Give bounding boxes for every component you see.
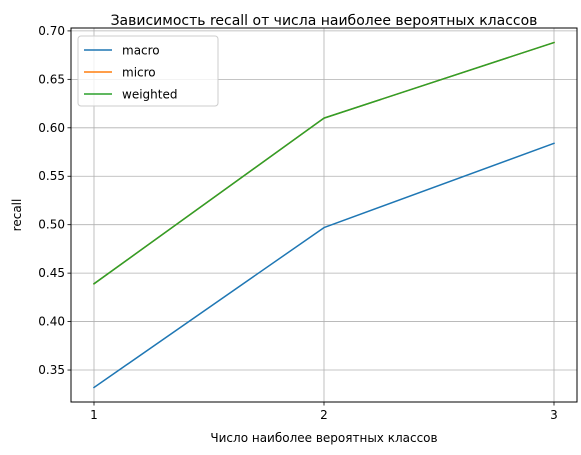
legend: macro micro weighted <box>77 35 219 107</box>
series-line-weighted <box>92 41 555 285</box>
x-tick-label: 2 <box>320 408 328 422</box>
y-tick-label: 0.55 <box>38 169 65 183</box>
legend-label-micro: micro <box>122 66 156 80</box>
y-axis-ticks: 0.35 0.40 0.45 0.50 0.55 0.60 0.65 0.70 <box>38 24 71 377</box>
x-axis-label: Число наиболее вероятных классов <box>210 431 437 445</box>
chart-title: Зависимость recall от числа наиболее вер… <box>111 13 538 29</box>
y-tick-label: 0.50 <box>38 218 65 232</box>
y-axis-label: recall <box>10 199 24 232</box>
series-lines <box>92 41 555 389</box>
legend-label-weighted: weighted <box>122 88 177 102</box>
y-tick-label: 0.60 <box>38 121 65 135</box>
y-tick-label: 0.45 <box>38 266 65 280</box>
grid <box>71 28 577 402</box>
legend-box <box>77 35 219 107</box>
y-tick-label: 0.40 <box>38 315 65 329</box>
y-tick-label: 0.35 <box>38 363 65 377</box>
y-tick-label: 0.65 <box>38 72 65 86</box>
x-tick-label: 3 <box>550 408 558 422</box>
y-tick-label: 0.70 <box>38 24 65 38</box>
x-tick-label: 1 <box>90 408 98 422</box>
series-line-macro <box>92 142 555 389</box>
legend-label-macro: macro <box>122 44 160 58</box>
x-axis-ticks: 1 2 3 <box>90 402 558 422</box>
